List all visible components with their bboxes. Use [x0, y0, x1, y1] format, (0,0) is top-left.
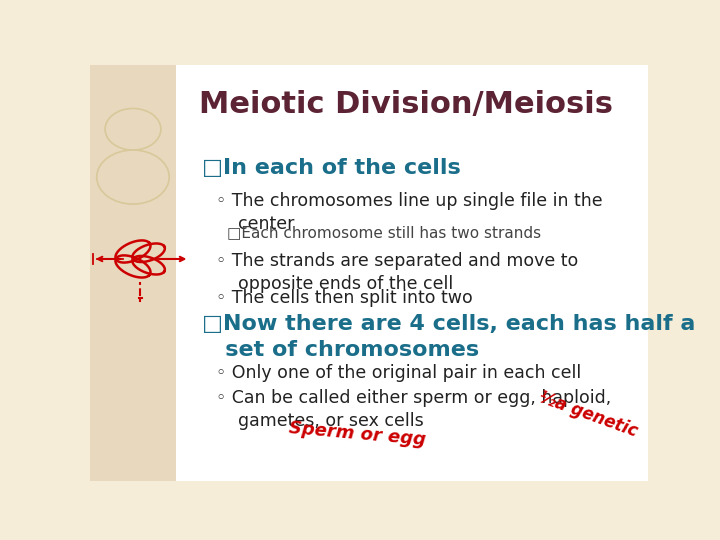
Bar [90, 65, 176, 481]
Text: ◦ The strands are separated and move to
    opposite ends of the cell: ◦ The strands are separated and move to … [215, 252, 577, 293]
Text: ◦ The cells then split into two: ◦ The cells then split into two [215, 288, 472, 307]
Text: Meiotic Division/Meiosis: Meiotic Division/Meiosis [199, 90, 613, 119]
Text: Sperm or egg: Sperm or egg [288, 420, 427, 449]
Text: ◦ The chromosomes line up single file in the
    center: ◦ The chromosomes line up single file in… [215, 192, 602, 233]
Text: □In each of the cells: □In each of the cells [202, 158, 460, 178]
Text: ½a genetic: ½a genetic [536, 389, 640, 441]
Text: ◦ Only one of the original pair in each cell: ◦ Only one of the original pair in each … [215, 364, 581, 382]
Text: ◦ Can be called either sperm or egg, haploid,
    gametes, or sex cells: ◦ Can be called either sperm or egg, hap… [215, 389, 611, 430]
Text: □Each chromosome still has two strands: □Each chromosome still has two strands [227, 225, 541, 240]
Bar [176, 65, 648, 481]
Text: □Now there are 4 cells, each has half a
   set of chromosomes: □Now there are 4 cells, each has half a … [202, 314, 695, 360]
